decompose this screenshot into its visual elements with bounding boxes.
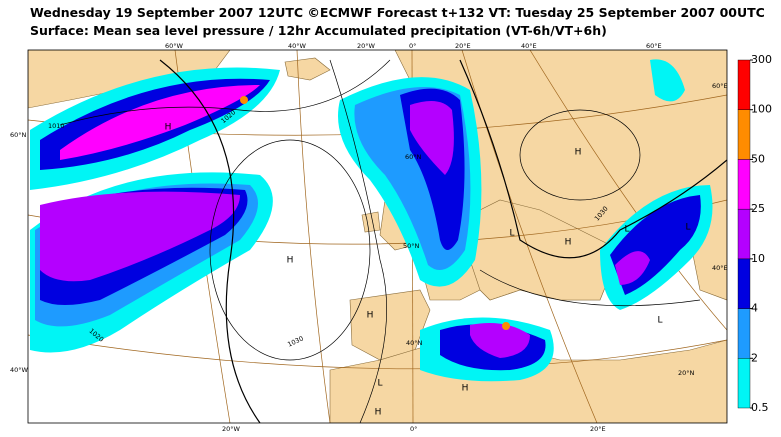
grid-label: 20°N bbox=[678, 369, 695, 377]
title: Wednesday 19 September 2007 12UTC ©ECMWF… bbox=[30, 5, 765, 20]
isobars bbox=[59, 59, 727, 423]
pressure-center: H bbox=[575, 148, 582, 158]
grid-label: 20°W bbox=[357, 42, 376, 50]
colorbar-label: 25 bbox=[751, 202, 765, 215]
precipitation bbox=[30, 59, 713, 382]
pressure-center: H bbox=[462, 384, 469, 394]
pressure-center: L bbox=[509, 229, 514, 239]
colorbar-label: 0.5 bbox=[751, 401, 769, 414]
pressure-center: H bbox=[367, 311, 374, 321]
colorbar-segment bbox=[737, 59, 751, 110]
pressure-center: H bbox=[287, 256, 294, 266]
grid-label: 40°W bbox=[10, 366, 29, 374]
pressure-centers: H H H H L H L H L L H L bbox=[165, 123, 691, 418]
colorbar-label: 2 bbox=[751, 351, 758, 364]
grid-label: 0° bbox=[410, 425, 417, 433]
colorbar-label: 100 bbox=[751, 103, 772, 116]
grid-label: 60°E bbox=[646, 42, 662, 50]
pressure-center: H bbox=[165, 123, 172, 133]
colorbar: 0.5 2 4 10 25 50 100 300 bbox=[737, 53, 772, 414]
pressure-center: H bbox=[565, 238, 572, 248]
pressure-center: L bbox=[624, 225, 629, 235]
colorbar-label: 10 bbox=[751, 252, 765, 265]
grid-label: 60°E bbox=[712, 82, 728, 90]
colorbar-label: 4 bbox=[751, 302, 758, 315]
colorbar-segment bbox=[737, 258, 751, 309]
colorbar-segment bbox=[737, 208, 751, 260]
grid-label: 40°W bbox=[288, 42, 307, 50]
subtitle: Surface: Mean sea level pressure / 12hr … bbox=[30, 23, 607, 38]
grid-label: 20°E bbox=[590, 425, 606, 433]
grid-label: 20°W bbox=[222, 425, 241, 433]
pressure-center: H bbox=[375, 408, 382, 418]
grid-label: 20°E bbox=[455, 42, 471, 50]
grid-label: 50°N bbox=[403, 242, 420, 250]
map bbox=[28, 50, 727, 423]
colorbar-label: 300 bbox=[751, 53, 772, 66]
colorbar-segment bbox=[737, 109, 751, 160]
pressure-center: L bbox=[377, 379, 382, 389]
grid-label: 0° bbox=[409, 42, 416, 50]
colorbar-segment bbox=[737, 159, 751, 210]
grid-label: 40°N bbox=[406, 339, 423, 347]
grid-labels: 60°W 40°W 20°W 0° 20°E 40°E 60°E 60°N 40… bbox=[10, 42, 728, 433]
colorbar-segment bbox=[737, 358, 751, 409]
pressure-center: L bbox=[685, 223, 690, 233]
colorbar-label: 50 bbox=[751, 152, 765, 165]
grid-label: 60°N bbox=[405, 153, 422, 161]
grid-label: 40°E bbox=[521, 42, 537, 50]
isobar-label: 1010 bbox=[48, 122, 65, 130]
colorbar-segment bbox=[737, 308, 751, 359]
grid-label: 40°E bbox=[712, 264, 728, 272]
grid-label: 60°W bbox=[165, 42, 184, 50]
map-frame bbox=[27, 49, 728, 424]
pressure-center: L bbox=[657, 316, 662, 326]
grid-label: 60°N bbox=[10, 131, 27, 139]
